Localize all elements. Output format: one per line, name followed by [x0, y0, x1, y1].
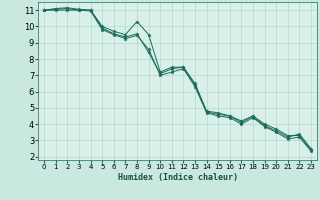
- X-axis label: Humidex (Indice chaleur): Humidex (Indice chaleur): [118, 173, 238, 182]
